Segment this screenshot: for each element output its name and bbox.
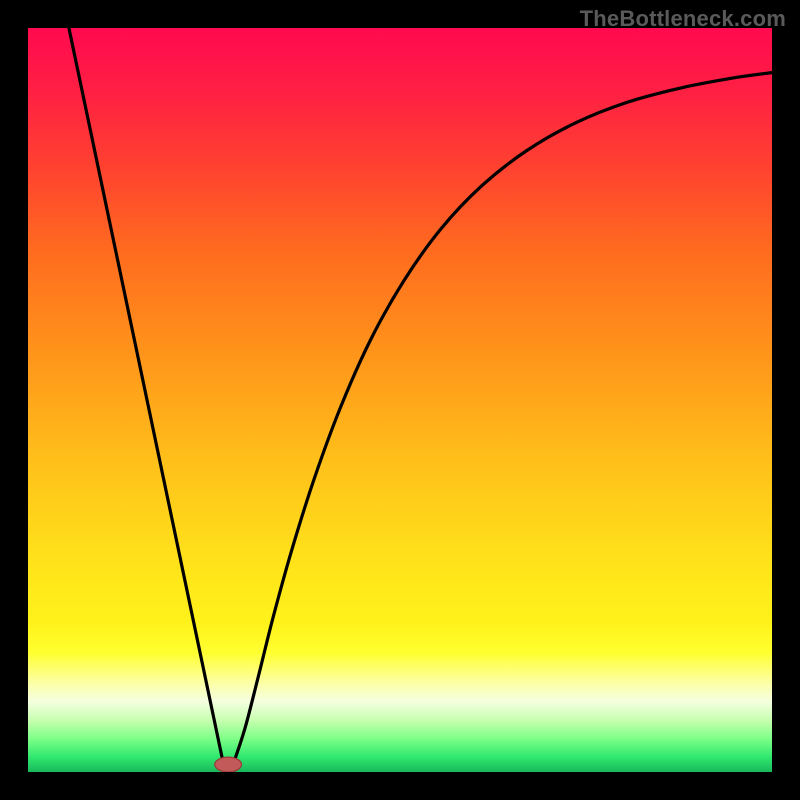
plot-svg bbox=[28, 28, 772, 772]
gradient-background bbox=[28, 28, 772, 772]
chart-container: TheBottleneck.com bbox=[0, 0, 800, 800]
watermark-text: TheBottleneck.com bbox=[580, 6, 786, 32]
plot-area bbox=[28, 28, 772, 772]
bottleneck-marker bbox=[215, 757, 242, 772]
